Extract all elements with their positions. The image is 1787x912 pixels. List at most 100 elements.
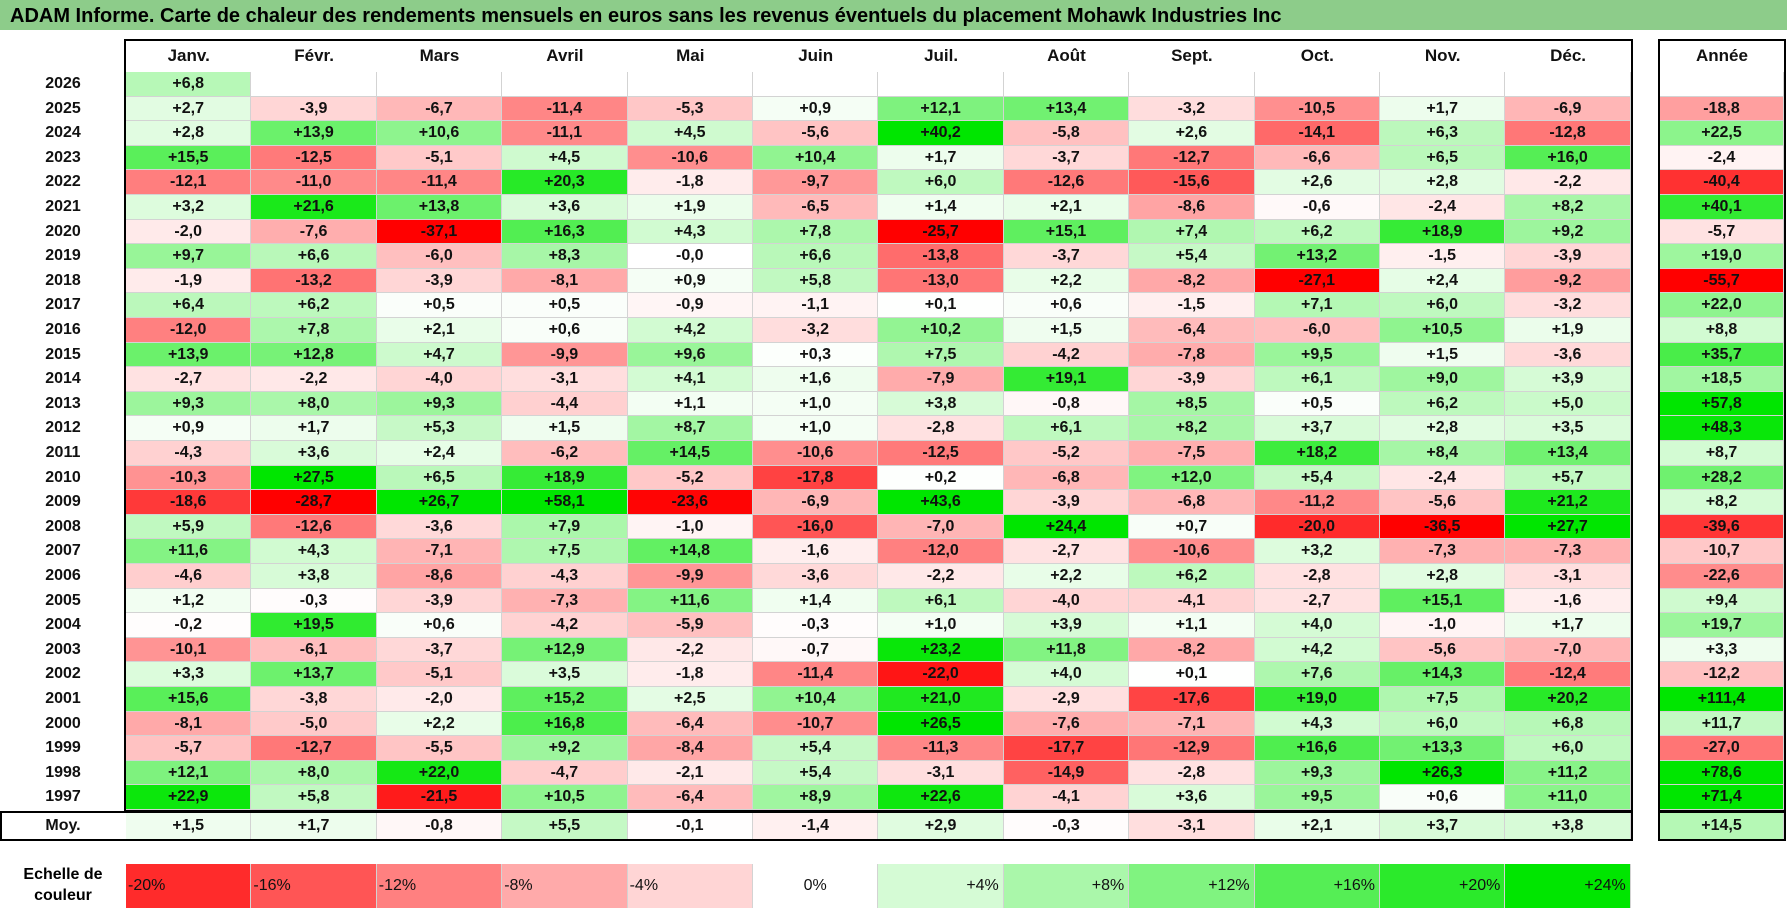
- heatmap-cell: +1,7: [878, 145, 1004, 171]
- heatmap-cell: +7,5: [502, 539, 628, 564]
- heatmap-cell: -9,9: [502, 342, 628, 368]
- heatmap-cell: +3,5: [502, 662, 628, 687]
- heatmap-cell: +2,1: [376, 318, 503, 343]
- year-label: 2014: [45, 370, 81, 388]
- heatmap-cell: +22,9: [126, 785, 252, 810]
- heatmap-cell: [502, 72, 628, 97]
- year-label: 2025: [45, 99, 81, 117]
- month-header: Juin: [798, 46, 834, 65]
- heatmap-cell: -7,1: [1129, 711, 1255, 737]
- heatmap-cell: +0,5: [376, 293, 503, 318]
- heatmap-cell: +15,1: [1380, 588, 1506, 614]
- color-scale-cell: -4%: [627, 864, 753, 908]
- month-header: Févr.: [294, 46, 334, 65]
- heatmap-cell: +20,3: [502, 170, 628, 195]
- heatmap-cell: -8,4: [627, 736, 753, 761]
- heatmap-cell: -1,0: [627, 514, 753, 540]
- heatmap-cell: +9,0: [1380, 367, 1506, 392]
- annual-cell: +22,5: [1660, 121, 1784, 146]
- heatmap-cell: -2,8: [1129, 760, 1255, 786]
- heatmap-cell: -4,7: [502, 760, 628, 786]
- heatmap-cell: [753, 72, 879, 97]
- heatmap-cell: +12,1: [878, 96, 1004, 122]
- heatmap-cell: +11,6: [627, 588, 753, 614]
- heatmap-cell: -7,3: [1505, 539, 1631, 564]
- heatmap-cell: -12,9: [1129, 736, 1255, 761]
- heatmap-cell: +3,2: [1254, 539, 1380, 564]
- heatmap-cell: +1,5: [1380, 342, 1506, 368]
- heatmap-cell: -7,0: [1505, 637, 1631, 663]
- heatmap-cell: -1,6: [1505, 588, 1631, 614]
- annual-cell: -40,4: [1660, 170, 1784, 195]
- annual-cell: +57,8: [1660, 391, 1784, 417]
- heatmap-cell: +1,9: [1505, 318, 1631, 343]
- heatmap-cell: -7,6: [1003, 711, 1130, 737]
- heatmap-cell: -8,6: [376, 564, 503, 589]
- heatmap-cell: +2,8: [1380, 564, 1506, 589]
- average-cell: +3,8: [1505, 812, 1631, 840]
- heatmap-cell: +8,7: [627, 416, 753, 441]
- color-scale-cell: -16%: [251, 864, 377, 908]
- heatmap-cell: -2,0: [376, 687, 503, 712]
- heatmap-cell: +16,3: [502, 219, 628, 245]
- heatmap-cell: -3,1: [502, 367, 628, 392]
- color-scale-cell: 0%: [753, 864, 879, 908]
- heatmap-cell: -5,1: [376, 145, 503, 171]
- heatmap-cell: -13,0: [878, 268, 1004, 294]
- annual-cell: +71,4: [1660, 785, 1784, 810]
- annual-cell: +19,7: [1660, 613, 1784, 638]
- heatmap-cell: +5,0: [1505, 391, 1631, 417]
- heatmap-cell: +3,9: [1505, 367, 1631, 392]
- month-header: Sept.: [1171, 46, 1213, 65]
- color-scale-label: Echelle de couleur: [0, 864, 126, 906]
- heatmap-cell: +0,6: [1380, 785, 1506, 810]
- annual-cell: +40,1: [1660, 195, 1784, 220]
- heatmap-cell: +0,6: [502, 318, 628, 343]
- color-scale-cell: +12%: [1129, 864, 1255, 908]
- heatmap-cell: +14,3: [1380, 662, 1506, 687]
- heatmap-cell: +10,5: [502, 785, 628, 810]
- heatmap-cell: +7,4: [1129, 219, 1255, 245]
- heatmap-cell: +3,9: [1003, 613, 1130, 638]
- heatmap-cell: +3,6: [251, 441, 377, 466]
- heatmap-cell: +9,5: [1254, 785, 1380, 810]
- heatmap-cell: -7,0: [878, 514, 1004, 540]
- heatmap-cell: +0,1: [1129, 662, 1255, 687]
- month-header: Août: [1047, 46, 1086, 65]
- heatmap-cell: -4,0: [376, 367, 503, 392]
- annual-cell: -5,7: [1660, 219, 1784, 245]
- heatmap-cell: +1,4: [753, 588, 879, 614]
- annual-cell: -2,4: [1660, 145, 1784, 171]
- year-label: 2004: [45, 616, 81, 634]
- color-scale-cell: +20%: [1380, 864, 1506, 908]
- heatmap-cell: -7,8: [1129, 342, 1255, 368]
- heatmap-cell: +6,6: [753, 244, 879, 269]
- heatmap-cell: +8,4: [1380, 441, 1506, 466]
- heatmap-cell: +4,5: [502, 145, 628, 171]
- heatmap-cell: +9,6: [627, 342, 753, 368]
- month-header: Déc.: [1550, 46, 1587, 65]
- heatmap-cell: +13,8: [376, 195, 503, 220]
- heatmap-cell: +21,6: [251, 195, 377, 220]
- average-cell: -0,3: [1003, 812, 1130, 840]
- month-header: Mai: [676, 46, 705, 65]
- heatmap-cell: -4,4: [502, 391, 628, 417]
- heatmap-cell: +16,6: [1254, 736, 1380, 761]
- heatmap-cell: [878, 72, 1004, 97]
- heatmap-cell: -0,6: [1254, 195, 1380, 220]
- heatmap-cell: +2,8: [126, 121, 252, 146]
- heatmap-cell: -1,5: [1129, 293, 1255, 318]
- heatmap-cell: -6,5: [753, 195, 879, 220]
- heatmap-cell: +18,9: [502, 465, 628, 491]
- heatmap-cell: +4,0: [1254, 613, 1380, 638]
- heatmap-cell: +27,7: [1505, 514, 1631, 540]
- heatmap-cell: -1,8: [627, 662, 753, 687]
- heatmap-cell: -1,5: [1380, 244, 1506, 269]
- annual-cell: +18,5: [1660, 367, 1784, 392]
- heatmap-cell: -2,2: [627, 637, 753, 663]
- heatmap-cell: +3,6: [502, 195, 628, 220]
- color-scale-cell: +8%: [1003, 864, 1130, 908]
- heatmap-cell: +1,1: [627, 391, 753, 417]
- year-label: 2003: [45, 640, 81, 658]
- heatmap-cell: -2,7: [1254, 588, 1380, 614]
